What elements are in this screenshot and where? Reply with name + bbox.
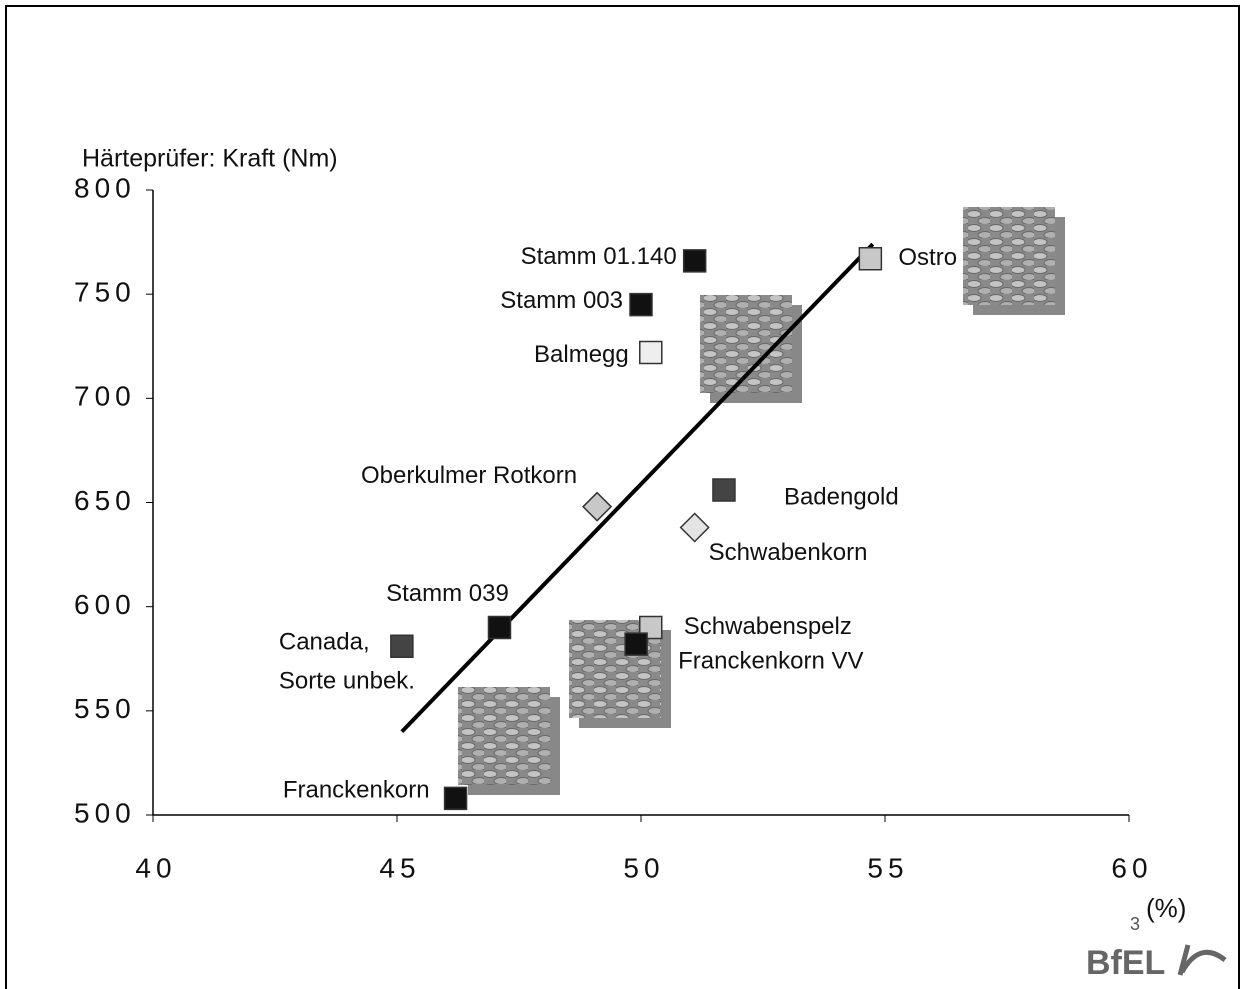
point — [624, 632, 648, 656]
logo-mark — [1177, 944, 1227, 976]
point-label: Stamm 01.140 — [521, 243, 677, 270]
point — [443, 786, 468, 811]
point-label: Sorte unbek. — [279, 668, 415, 695]
point-label: Schwabenspelz — [684, 613, 852, 640]
point — [390, 634, 414, 658]
point — [582, 491, 613, 522]
point-label: Stamm 003 — [500, 287, 623, 314]
y-axis-label: Härteprüfer: Kraft (Nm) — [82, 145, 338, 173]
x-tick-label: 40 — [135, 852, 176, 883]
point — [712, 478, 736, 502]
point-label: Ostro — [898, 244, 957, 271]
x-tick-label: 50 — [623, 852, 664, 883]
point-label: Stamm 039 — [386, 580, 509, 607]
x-axis-label: (%) — [1146, 893, 1186, 923]
point — [639, 340, 663, 365]
logo: BfEL — [1086, 944, 1165, 982]
point-label: Schwabenkorn — [709, 539, 868, 566]
y-tick-label: 800 — [74, 172, 136, 203]
point-label: Franckenkorn — [283, 777, 430, 804]
y-tick-label: 750 — [74, 277, 136, 308]
x-tick-label: 60 — [1111, 852, 1152, 883]
x-tick-label: 45 — [379, 852, 420, 883]
y-tick-label: 550 — [74, 693, 136, 724]
point-label: Oberkulmer Rotkorn — [361, 462, 577, 489]
y-tick-label: 600 — [74, 589, 136, 620]
point — [682, 249, 707, 273]
point-label: Franckenkorn VV — [678, 648, 863, 675]
point — [679, 512, 710, 543]
point-label: Badengold — [784, 483, 899, 510]
point — [858, 247, 883, 271]
trendline — [400, 242, 875, 734]
point — [629, 292, 653, 317]
point-label: Balmegg — [534, 341, 629, 368]
y-tick-label: 500 — [74, 797, 136, 828]
y-tick-label: 700 — [74, 381, 136, 412]
y-tick-label: 650 — [74, 485, 136, 516]
frame — [5, 5, 1240, 989]
point — [487, 615, 512, 640]
point-label: Canada, — [279, 629, 370, 656]
page-number: 3 — [1130, 914, 1140, 934]
x-tick-label: 55 — [867, 852, 908, 883]
